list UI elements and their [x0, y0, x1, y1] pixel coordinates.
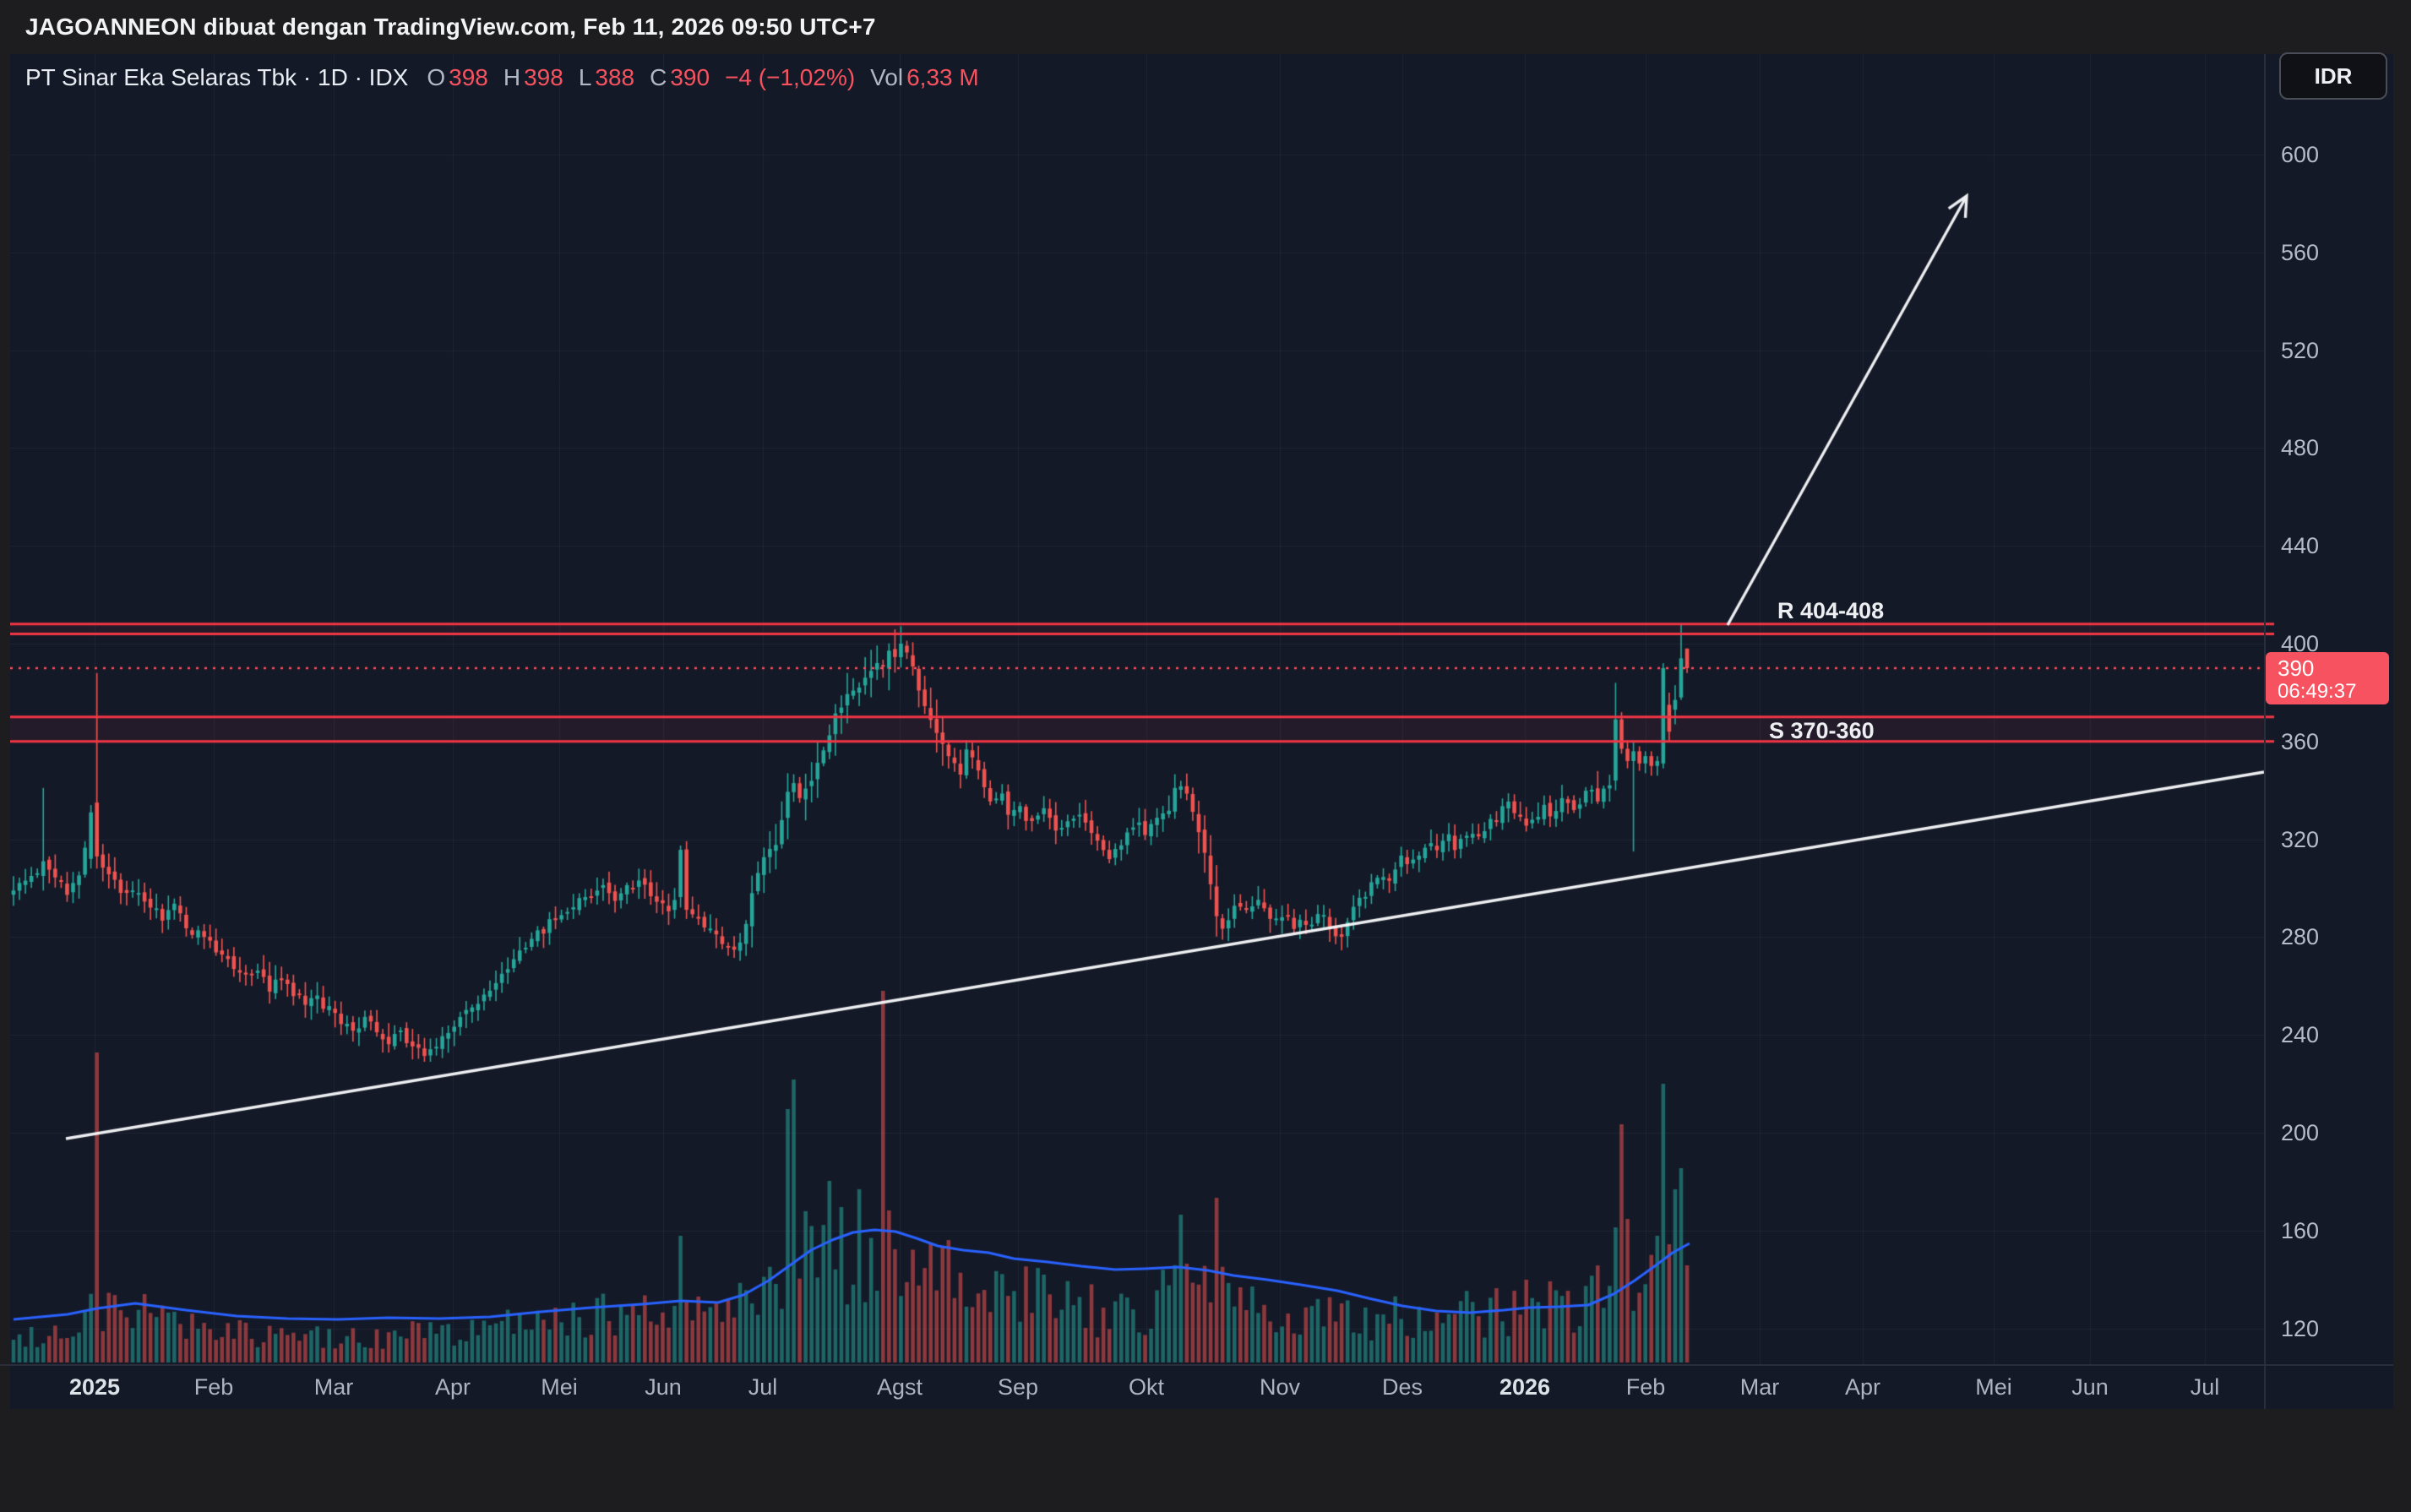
time-axis-border — [0, 1364, 2393, 1366]
time-label-month: Feb — [193, 1374, 234, 1400]
chart-left-margin — [0, 54, 10, 1409]
time-label-month: Mei — [1975, 1374, 2012, 1400]
resistance-label[interactable]: R 404-408 — [1777, 598, 1885, 623]
legend-close: C 390 — [650, 64, 710, 90]
attribution-text: JAGOANNEON dibuat dengan TradingView.com… — [25, 14, 876, 40]
time-label-month: Mei — [541, 1374, 578, 1400]
legend-low: L 388 — [578, 64, 635, 90]
price-tick-label: 200 — [2281, 1119, 2320, 1145]
price-chart-canvas[interactable] — [0, 54, 2393, 1409]
price-tick-label: 480 — [2281, 435, 2320, 461]
price-tick-label: 240 — [2281, 1022, 2320, 1048]
legend-change: −4 (−1,02%) — [725, 64, 856, 90]
bar-countdown: 06:49:37 — [2278, 680, 2357, 703]
time-label-month: Agst — [876, 1374, 923, 1400]
legend-high: H 398 — [503, 64, 563, 90]
time-label-month: Jun — [2071, 1374, 2109, 1400]
price-tick-label: 600 — [2281, 142, 2320, 168]
time-label-year: 2025 — [68, 1374, 121, 1400]
time-label-month: Mar — [313, 1374, 354, 1400]
price-tick-label: 560 — [2281, 239, 2320, 265]
time-label-month: Jun — [645, 1374, 682, 1400]
time-label-month: Mar — [1739, 1374, 1780, 1400]
time-label-month: Sep — [997, 1374, 1039, 1400]
time-label-month: Jul — [748, 1374, 778, 1400]
time-label-year: 2026 — [1499, 1374, 1551, 1400]
price-tick-label: 280 — [2281, 924, 2320, 950]
price-tick-label: 360 — [2281, 728, 2320, 754]
price-tick-label: 440 — [2281, 533, 2320, 559]
last-price-value: 390 — [2278, 655, 2315, 681]
time-label-month: Feb — [1625, 1374, 1666, 1400]
time-label-month: Jul — [2190, 1374, 2220, 1400]
price-tick-label: 520 — [2281, 337, 2320, 363]
price-tick-label: 320 — [2281, 826, 2320, 852]
header-bar: JAGOANNEON dibuat dengan TradingView.com… — [0, 0, 2411, 54]
legend-volume: Vol 6,33 M — [870, 64, 979, 90]
price-tick-label: 120 — [2281, 1315, 2320, 1341]
time-label-month: Apr — [434, 1374, 471, 1400]
time-label-month: Nov — [1259, 1374, 1301, 1400]
currency-button[interactable]: IDR — [2279, 52, 2387, 100]
time-label-month: Apr — [1844, 1374, 1881, 1400]
footer-bar: TradingView — [0, 1409, 2411, 1512]
last-price-badge: 390 06:49:37 — [2266, 652, 2389, 704]
symbol-legend[interactable]: PT Sinar Eka Selaras Tbk · 1D · IDX O 398… — [25, 64, 979, 91]
time-label-month: Des — [1381, 1374, 1423, 1400]
symbol-title: PT Sinar Eka Selaras Tbk · 1D · IDX — [25, 64, 409, 90]
legend-open: O 398 — [427, 64, 488, 90]
support-label[interactable]: S 370-360 — [1769, 718, 1875, 743]
time-label-month: Okt — [1128, 1374, 1165, 1400]
price-tick-label: 160 — [2281, 1217, 2320, 1243]
price-axis-border — [2264, 54, 2266, 1409]
